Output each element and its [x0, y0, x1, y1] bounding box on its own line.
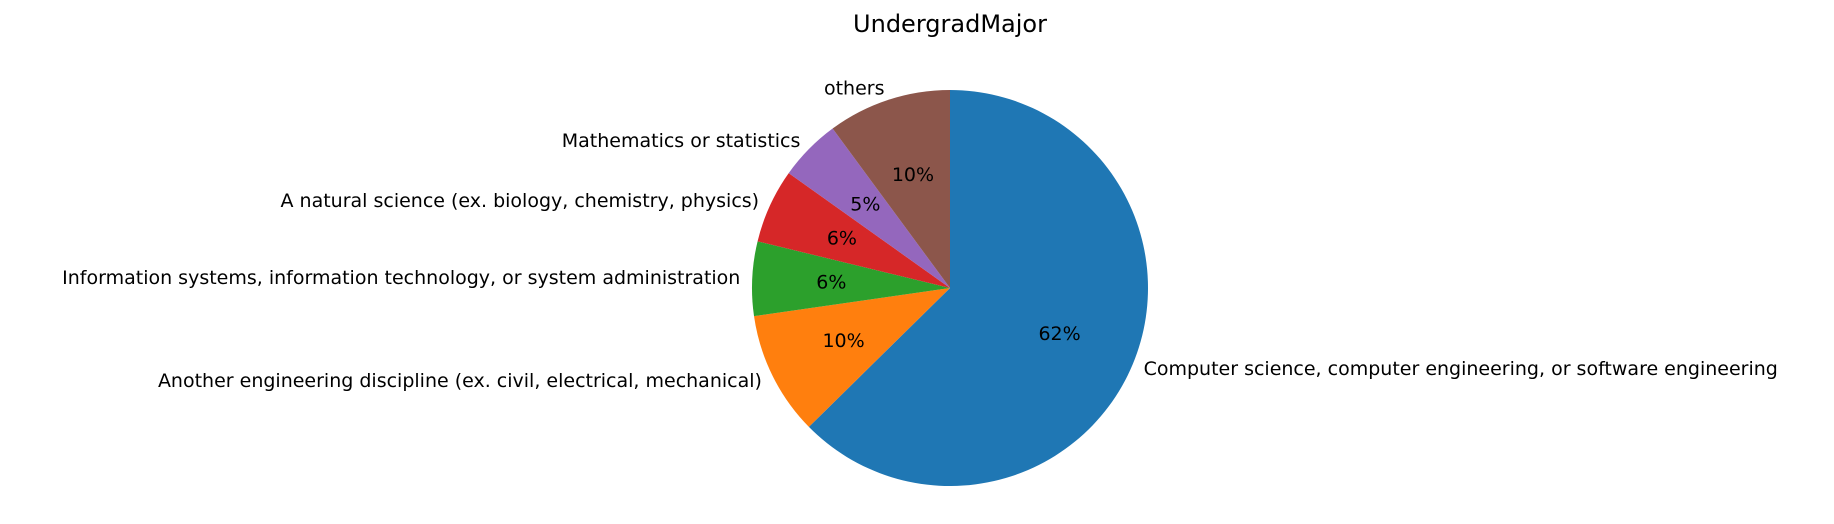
slice-percent-label: 6%: [816, 271, 846, 293]
pie-slice: [754, 288, 950, 427]
slice-percent-label: 5%: [850, 194, 880, 216]
slice-category-label: Mathematics or statistics: [562, 130, 801, 152]
slice-category-label: others: [824, 78, 885, 100]
pie-slice: [752, 241, 950, 317]
slice-percent-label: 62%: [1038, 323, 1080, 345]
pie-slice: [808, 90, 1148, 486]
pie-category-labels: Computer science, computer engineering, …: [62, 78, 1778, 393]
slice-percent-label: 10%: [892, 164, 934, 186]
slice-category-label: Information systems, information technol…: [62, 267, 740, 289]
slice-category-label: Another engineering discipline (ex. civi…: [158, 370, 762, 392]
pie-slices: [752, 90, 1148, 486]
pie-slice: [757, 173, 950, 288]
slice-category-label: A natural science (ex. biology, chemistr…: [280, 190, 759, 212]
pie-slice: [832, 90, 950, 288]
slice-category-label: Computer science, computer engineering, …: [1144, 358, 1778, 380]
pie-slice: [788, 128, 950, 288]
chart-title: UndergradMajor: [853, 10, 1047, 38]
slice-percent-label: 6%: [827, 228, 857, 250]
pie-percent-labels: 62% 10% 6% 6% 5% 10%: [816, 164, 1080, 352]
slice-percent-label: 10%: [822, 330, 864, 352]
